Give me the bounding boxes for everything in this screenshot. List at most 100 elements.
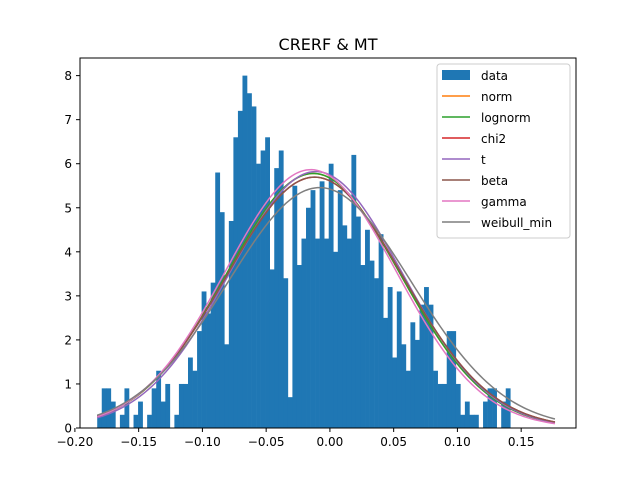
x-tick-label: 0.10: [444, 435, 471, 449]
histogram-bar: [201, 291, 207, 428]
histogram-bar: [188, 357, 193, 428]
y-tick-label: 8: [64, 69, 72, 83]
histogram-bar: [387, 287, 393, 428]
histogram-bar: [306, 207, 311, 428]
x-tick-label: −0.15: [120, 435, 157, 449]
histogram-bar: [110, 401, 116, 428]
y-tick-label: 7: [64, 113, 72, 127]
histogram-bar: [473, 414, 479, 428]
x-axis-ticks: −0.20 −0.15 −0.10 −0.05 0.00 0.05 0.10 0.15: [57, 428, 535, 449]
histogram-bar: [206, 313, 211, 428]
histogram-bar: [101, 388, 107, 428]
fit-curve-weibull_min: [96, 186, 556, 420]
histogram-bar: [464, 401, 470, 428]
x-tick-label: −0.20: [57, 435, 94, 449]
legend-label-gamma: gamma: [481, 195, 527, 209]
histogram-bar: [192, 370, 198, 428]
histogram-bar: [433, 370, 438, 428]
histogram-bar: [424, 287, 429, 428]
y-tick-label: 2: [64, 333, 72, 347]
legend: data norm lognorm chi2 t beta gamma weibull_min: [436, 63, 571, 239]
histogram-bar: [265, 137, 270, 429]
legend-label-lognorm: lognorm: [481, 111, 531, 125]
histogram-bar: [383, 317, 389, 428]
histogram-bar: [365, 229, 370, 428]
histogram-bar: [147, 414, 152, 428]
y-tick-label: 3: [64, 289, 72, 303]
histogram-bar: [106, 388, 112, 428]
chart-title: CRERF & MT: [279, 35, 378, 54]
histogram-bar: [133, 414, 139, 428]
histogram-bar: [483, 401, 488, 428]
legend-label-norm: norm: [481, 90, 512, 104]
legend-swatch-data: [442, 70, 470, 80]
histogram-bar: [247, 93, 252, 429]
histogram-bar: [460, 414, 466, 428]
histogram-bar: [396, 291, 402, 428]
histogram-bar: [319, 181, 325, 428]
histogram-bar: [469, 414, 475, 428]
y-axis-ticks: 0 1 2 3 4 5 6 7 8: [64, 69, 80, 436]
histogram-bar: [242, 75, 248, 429]
histogram-bar: [292, 185, 298, 428]
fit-curves: [96, 168, 556, 425]
histogram-bar: [278, 150, 284, 428]
histogram-bar: [355, 216, 361, 428]
histogram-bar: [492, 388, 497, 428]
histogram-bar: [310, 190, 316, 428]
histogram-bar: [315, 238, 320, 428]
histogram-bars: [97, 75, 511, 429]
histogram-bar: [451, 331, 457, 428]
histogram-bar: [369, 260, 375, 428]
histogram-bar: [378, 234, 384, 428]
histogram-bar: [405, 370, 411, 428]
histogram-bar: [287, 397, 293, 428]
histogram-bar: [342, 225, 348, 428]
histogram-bar: [151, 388, 157, 428]
legend-label-chi2: chi2: [481, 132, 506, 146]
histogram-bar: [337, 190, 343, 428]
histogram-bar: [283, 278, 289, 428]
x-tick-label: 0.15: [508, 435, 535, 449]
histogram-bar: [487, 388, 493, 428]
histogram-bar: [392, 357, 398, 428]
histogram-bar: [219, 212, 225, 428]
histogram-bar: [156, 370, 162, 428]
y-tick-label: 4: [64, 245, 72, 259]
histogram-bar: [328, 163, 334, 428]
histogram-bar: [197, 331, 202, 428]
y-tick-label: 1: [64, 377, 72, 391]
fit-curve-beta: [96, 176, 556, 423]
histogram-bar: [274, 168, 280, 428]
x-tick-label: −0.05: [248, 435, 285, 449]
x-tick-label: 0.05: [380, 435, 407, 449]
histogram-bar: [296, 265, 302, 428]
histogram-bar: [97, 414, 103, 428]
histogram-bar: [233, 137, 239, 429]
histogram-bar: [414, 339, 420, 428]
x-tick-label: 0.00: [317, 435, 344, 449]
histogram-bar: [324, 238, 330, 428]
y-tick-label: 0: [64, 422, 72, 436]
histogram-bar: [301, 238, 307, 428]
histogram-bar: [428, 304, 434, 428]
histogram-bar: [251, 106, 257, 428]
histogram-bar: [183, 383, 189, 428]
histogram-bar: [215, 172, 221, 428]
histogram-bar: [210, 282, 216, 428]
y-tick-label: 5: [64, 201, 72, 215]
histogram-bar: [237, 110, 243, 429]
histogram-bar: [455, 383, 461, 428]
histogram-bar: [351, 154, 357, 428]
histogram-bar: [401, 344, 407, 428]
histogram-bar: [374, 278, 379, 428]
histogram-bar: [178, 383, 184, 428]
histogram-bar: [256, 163, 261, 428]
histogram-bar: [410, 322, 416, 428]
fit-curve-gamma: [96, 168, 556, 425]
histogram-bar: [501, 401, 507, 428]
histogram-bar: [228, 220, 234, 428]
legend-label-t: t: [481, 153, 486, 167]
histogram-bar: [124, 388, 130, 428]
histogram-bar: [260, 150, 266, 428]
